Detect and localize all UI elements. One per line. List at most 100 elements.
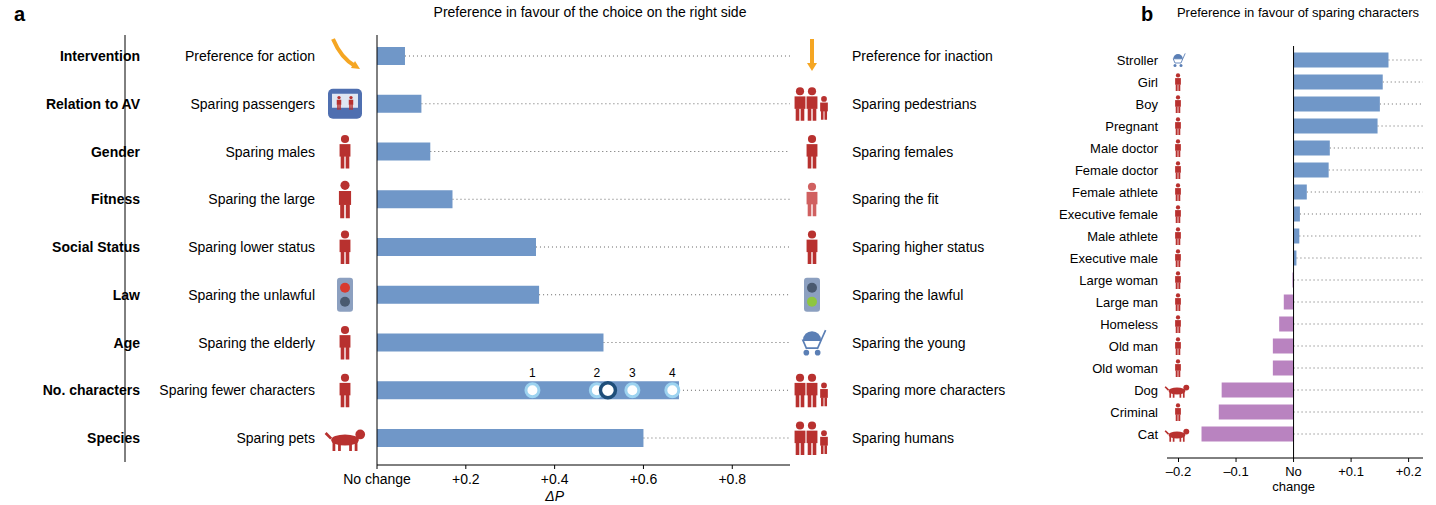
icon xyxy=(1176,260,1178,267)
bar xyxy=(1284,295,1294,310)
left-label: Sparing the unlawful xyxy=(188,287,315,303)
icon xyxy=(1175,100,1181,107)
tick-label: +0.2 xyxy=(452,471,480,487)
icon xyxy=(808,421,816,429)
icon xyxy=(808,443,812,455)
icon xyxy=(808,252,812,264)
icon xyxy=(1176,238,1178,245)
icon xyxy=(1176,205,1180,209)
icon xyxy=(351,61,360,69)
icon xyxy=(807,192,818,204)
icon xyxy=(341,135,349,143)
icon xyxy=(808,108,812,120)
bar xyxy=(1219,405,1294,420)
icon xyxy=(820,103,828,112)
bar xyxy=(377,381,679,399)
category-label: Pregnant xyxy=(1105,119,1158,134)
icon xyxy=(795,383,806,395)
tick xyxy=(1351,458,1352,462)
guide-line xyxy=(1294,390,1423,391)
icon xyxy=(1176,414,1178,421)
category-label: Executive male xyxy=(1070,251,1158,266)
guide-line xyxy=(1294,434,1423,435)
bar xyxy=(1202,427,1294,442)
icon xyxy=(340,383,351,395)
guide-line xyxy=(1294,280,1423,281)
tick-label: –0.2 xyxy=(1166,464,1191,479)
icon xyxy=(341,347,345,359)
tick xyxy=(1408,458,1409,462)
tick-label-part: change xyxy=(1272,479,1315,494)
icon xyxy=(1178,216,1180,223)
bar xyxy=(1294,163,1329,178)
icon xyxy=(339,105,340,110)
icon xyxy=(815,350,821,356)
category-label: Fitness xyxy=(91,191,140,207)
icon xyxy=(1178,370,1180,377)
chart: aPreference in favour of the choice on t… xyxy=(0,0,1436,505)
icon xyxy=(341,230,349,238)
icon xyxy=(340,204,344,218)
right-label: Sparing humans xyxy=(852,430,954,446)
icon xyxy=(1175,298,1181,305)
zero-line xyxy=(377,35,378,465)
icon xyxy=(808,374,816,382)
icon xyxy=(813,395,817,407)
bar xyxy=(1294,141,1330,156)
icon xyxy=(1175,188,1181,195)
tick xyxy=(732,465,733,469)
category-label: Old man xyxy=(1109,339,1158,354)
icon xyxy=(1175,122,1181,129)
icon xyxy=(333,39,355,66)
guide-line xyxy=(679,390,790,391)
bar xyxy=(377,238,536,256)
icon xyxy=(1176,293,1180,297)
guide-line xyxy=(539,294,790,295)
icon xyxy=(346,156,350,168)
icon xyxy=(1175,144,1181,151)
icon xyxy=(337,278,353,312)
tick-label: +0.8 xyxy=(718,471,746,487)
icon xyxy=(1178,304,1180,311)
category-label: Relation to AV xyxy=(46,96,141,112)
icon xyxy=(1176,95,1180,99)
guide-line xyxy=(1329,170,1423,171)
icon xyxy=(813,443,817,455)
icon xyxy=(1175,408,1181,415)
marker-label: 1 xyxy=(529,366,536,380)
icon xyxy=(349,105,350,110)
bar xyxy=(377,286,539,304)
guide-line xyxy=(1378,126,1423,127)
icon xyxy=(807,240,818,252)
category-label: Old woman xyxy=(1092,361,1158,376)
icon xyxy=(355,430,365,440)
icon xyxy=(821,96,827,102)
bar xyxy=(1222,383,1294,398)
icon xyxy=(801,395,805,407)
icon xyxy=(1175,364,1181,371)
left-label: Sparing lower status xyxy=(188,239,315,255)
icons-b xyxy=(1165,53,1189,441)
icon xyxy=(807,283,817,293)
tick-label-part: No xyxy=(1285,464,1302,479)
icon xyxy=(1178,172,1180,179)
icon xyxy=(804,278,820,312)
guide-line xyxy=(1294,412,1423,413)
icon xyxy=(1176,139,1180,143)
icon xyxy=(1165,387,1184,398)
bar xyxy=(377,95,421,113)
icon xyxy=(820,389,828,398)
category-label: Large man xyxy=(1096,295,1158,310)
bar xyxy=(1273,361,1294,376)
icon xyxy=(820,437,828,446)
right-label: Sparing pedestrians xyxy=(852,96,977,112)
category-label: Law xyxy=(113,287,140,303)
guide-line xyxy=(1294,346,1423,347)
guide-line xyxy=(1383,82,1423,83)
icon xyxy=(808,204,812,216)
icon xyxy=(1178,106,1180,113)
marker xyxy=(526,384,539,397)
tick-label-part: +0.1 xyxy=(1338,464,1364,479)
icon xyxy=(1173,53,1185,63)
right-label: Sparing the lawful xyxy=(852,287,963,303)
